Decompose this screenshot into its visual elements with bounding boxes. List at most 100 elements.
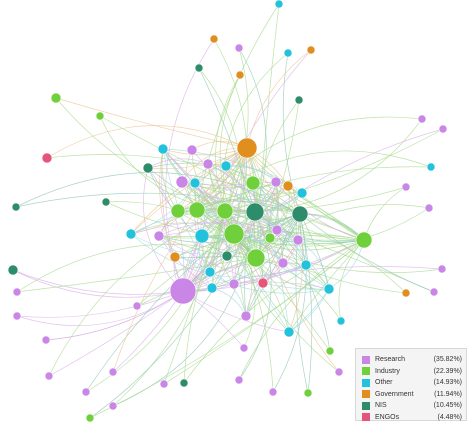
edge-225 <box>254 211 365 243</box>
edge-179 <box>196 209 331 352</box>
legend-pct-government: (11.94%) <box>434 390 462 398</box>
edge-139 <box>198 67 256 213</box>
edge-231 <box>158 235 213 289</box>
edge-193 <box>183 210 226 384</box>
legend-swatch-engos <box>362 413 370 421</box>
node-research-69 <box>159 379 169 389</box>
edge-118 <box>233 233 330 290</box>
node-industry-45 <box>50 92 62 104</box>
edge-286 <box>207 163 307 266</box>
node-nis-43 <box>194 63 204 73</box>
node-research-72 <box>268 387 278 397</box>
legend-label-other: Other <box>375 379 393 386</box>
edge-168 <box>16 290 184 318</box>
node-research-58 <box>12 311 22 321</box>
node-industry-47 <box>95 111 105 121</box>
edge-261 <box>275 181 284 264</box>
node-nis-70 <box>179 378 189 388</box>
edge-181 <box>48 290 184 377</box>
edge-147 <box>99 115 365 241</box>
edge-135 <box>282 52 301 215</box>
edge-114 <box>182 261 307 292</box>
edge-292 <box>233 233 290 333</box>
node-nis-37 <box>221 250 233 262</box>
node-other-25 <box>125 228 137 240</box>
legend-swatch-other <box>362 378 370 387</box>
edge-199 <box>299 213 313 394</box>
node-research-32 <box>277 257 289 269</box>
edge-123 <box>288 239 365 333</box>
node-research-30 <box>228 278 240 290</box>
node-research-67 <box>108 401 118 411</box>
edge-312 <box>288 288 330 333</box>
node-other-14 <box>220 160 232 172</box>
legend-row-government: Government (11.94%) <box>362 389 462 400</box>
node-engos-31 <box>257 277 269 289</box>
legend-swatch-government <box>362 390 370 398</box>
node-other-33 <box>300 259 312 271</box>
edge-153 <box>46 125 248 159</box>
node-research-54 <box>424 203 434 213</box>
node-government-1 <box>236 137 258 159</box>
edge-175 <box>299 213 435 293</box>
node-research-22 <box>271 224 283 236</box>
node-industry-24 <box>264 232 276 244</box>
node-nis-7 <box>245 202 265 222</box>
edge-171 <box>45 290 184 341</box>
node-research-19 <box>270 176 282 188</box>
edge-304 <box>245 213 301 317</box>
edge-165 <box>12 269 184 298</box>
edge-280 <box>130 221 278 235</box>
node-other-17 <box>189 177 201 189</box>
edge-293 <box>147 167 228 257</box>
node-research-55 <box>401 182 411 192</box>
node-industry-2 <box>223 223 245 245</box>
legend-swatch-nis <box>362 401 370 410</box>
node-industry-6 <box>170 203 186 219</box>
node-research-75 <box>132 301 142 311</box>
edge-281 <box>158 222 271 239</box>
legend-pct-engos: (4.48%) <box>437 413 462 421</box>
edge-143 <box>55 97 248 149</box>
node-industry-18 <box>245 175 261 191</box>
node-nis-52 <box>101 197 111 207</box>
legend-pct-other: (14.93%) <box>433 379 462 386</box>
legend-label-government: Government <box>375 390 414 398</box>
node-industry-68 <box>85 413 95 423</box>
legend-row-other: Other (14.93%) <box>362 377 462 388</box>
legend-row-engos: ENGOs (4.48%) <box>362 412 462 423</box>
node-other-29 <box>206 282 218 294</box>
node-research-16 <box>175 175 189 189</box>
legend-pct-research: (35.82%) <box>433 356 462 363</box>
legend-swatch-industry <box>362 367 370 375</box>
node-research-26 <box>153 230 165 242</box>
edge-203 <box>136 233 235 307</box>
node-other-41 <box>283 48 293 58</box>
node-other-36 <box>283 326 295 338</box>
edge-89 <box>130 147 248 235</box>
edge-194 <box>238 211 272 381</box>
edge-137 <box>182 49 312 292</box>
node-research-49 <box>438 124 448 134</box>
node-research-40 <box>234 43 244 53</box>
node-research-65 <box>81 387 91 397</box>
node-research-35 <box>240 310 252 322</box>
edge-226 <box>288 288 330 333</box>
node-research-71 <box>234 375 244 385</box>
node-nis-56 <box>7 264 19 276</box>
node-other-21 <box>296 187 308 199</box>
node-government-20 <box>282 180 294 192</box>
node-government-62 <box>401 288 411 298</box>
node-research-74 <box>334 367 344 377</box>
node-research-13 <box>202 158 214 170</box>
node-nis-8 <box>291 205 309 223</box>
edge-120 <box>244 211 256 317</box>
node-industry-5 <box>188 201 206 219</box>
edge-131 <box>213 38 248 235</box>
edge-260 <box>233 231 365 241</box>
node-other-38 <box>274 0 284 9</box>
edge-235 <box>162 148 226 212</box>
node-research-60 <box>437 264 447 274</box>
edge-172 <box>182 266 443 292</box>
node-other-28 <box>204 266 216 278</box>
